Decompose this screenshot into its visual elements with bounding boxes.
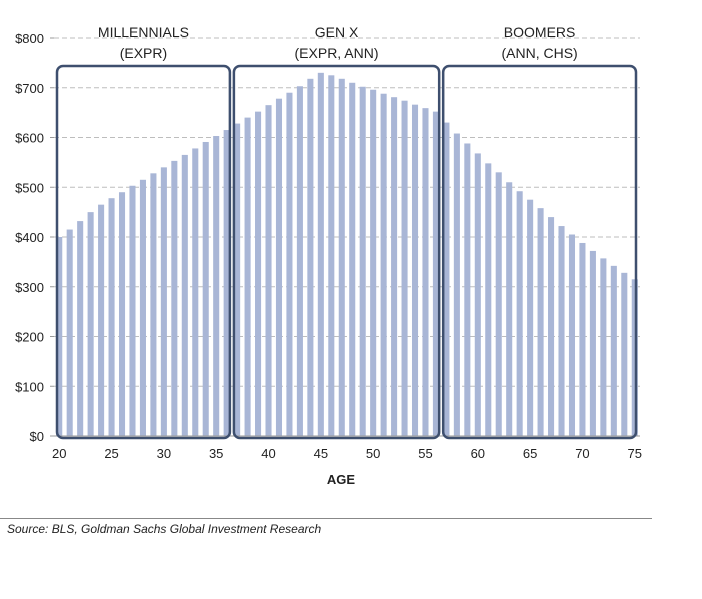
bar bbox=[401, 100, 408, 436]
bar bbox=[129, 185, 136, 436]
bar bbox=[432, 111, 439, 436]
group-box bbox=[441, 64, 638, 440]
bar bbox=[506, 182, 513, 436]
bar bbox=[66, 229, 73, 436]
bar bbox=[338, 78, 345, 437]
x-tick-label: 65 bbox=[523, 446, 537, 461]
bar bbox=[443, 122, 450, 436]
group-name: GEN X bbox=[315, 24, 359, 40]
bar bbox=[600, 258, 607, 436]
bar bbox=[213, 136, 220, 436]
bar bbox=[610, 265, 617, 436]
bar bbox=[317, 72, 324, 436]
y-tick-label: $600 bbox=[15, 131, 44, 146]
bar bbox=[516, 191, 523, 436]
bar bbox=[87, 212, 94, 436]
bar bbox=[139, 179, 146, 436]
x-tick-label: 20 bbox=[52, 446, 66, 461]
bar bbox=[359, 86, 366, 436]
source-divider bbox=[0, 518, 652, 519]
y-tick-label: $800 bbox=[15, 31, 44, 46]
bar bbox=[453, 133, 460, 436]
bar bbox=[286, 92, 293, 436]
bar bbox=[485, 163, 492, 436]
bar bbox=[548, 217, 555, 436]
bar bbox=[422, 108, 429, 437]
y-tick-label: $400 bbox=[15, 230, 44, 245]
y-tick-label: $500 bbox=[15, 180, 44, 195]
y-tick-label: $0 bbox=[30, 429, 44, 444]
bar bbox=[495, 172, 502, 436]
x-tick-label: 50 bbox=[366, 446, 380, 461]
bar bbox=[380, 93, 387, 436]
x-tick-label: 55 bbox=[418, 446, 432, 461]
x-tick-label: 25 bbox=[104, 446, 118, 461]
bar bbox=[255, 111, 262, 436]
x-tick-label: 70 bbox=[575, 446, 589, 461]
x-tick-label: 75 bbox=[628, 446, 642, 461]
bar bbox=[77, 221, 84, 436]
bar bbox=[558, 226, 565, 436]
y-tick-label: $200 bbox=[15, 330, 44, 345]
bar bbox=[464, 143, 471, 436]
bar-series bbox=[56, 72, 638, 437]
bar bbox=[474, 153, 481, 437]
bar bbox=[349, 82, 356, 437]
bar bbox=[328, 75, 335, 436]
bar bbox=[160, 167, 167, 436]
group-box bbox=[232, 64, 441, 440]
bar bbox=[411, 104, 419, 436]
bar bbox=[265, 105, 272, 436]
x-tick-label: 45 bbox=[314, 446, 328, 461]
bar bbox=[150, 173, 157, 436]
group-tickers: (EXPR) bbox=[120, 45, 167, 61]
x-tick-label: 40 bbox=[261, 446, 275, 461]
bar bbox=[307, 78, 314, 437]
bar bbox=[202, 141, 209, 437]
bar bbox=[370, 89, 377, 437]
x-axis-title: AGE bbox=[327, 472, 356, 487]
bar bbox=[579, 242, 586, 436]
group-name: BOOMERS bbox=[504, 24, 576, 40]
bar bbox=[275, 98, 283, 436]
y-tick-label: $300 bbox=[15, 280, 44, 295]
bar bbox=[192, 148, 199, 436]
x-tick-label: 30 bbox=[157, 446, 171, 461]
y-tick-label: $100 bbox=[15, 379, 44, 394]
bar bbox=[223, 130, 230, 436]
bar bbox=[621, 272, 628, 436]
x-tick-label: 35 bbox=[209, 446, 223, 461]
bar bbox=[171, 160, 178, 436]
bar bbox=[108, 198, 115, 436]
group-name: MILLENNIALS bbox=[98, 24, 189, 40]
group-box bbox=[55, 64, 232, 440]
x-tick-label: 60 bbox=[471, 446, 485, 461]
y-axis-ticks: $0 $100 $200 $300 $400 $500 $600 $700 $800 bbox=[15, 31, 54, 444]
bar bbox=[296, 86, 303, 436]
age-spending-chart: $0 $100 $200 $300 $400 $500 $600 $700 $800 20 25 3… bbox=[15, 24, 642, 487]
bar bbox=[244, 117, 251, 436]
generation-groups: MILLENNIALS (EXPR) GEN X (EXPR, ANN) BOOMERS… bbox=[55, 24, 638, 440]
bar bbox=[118, 192, 126, 436]
group-tickers: (EXPR, ANN) bbox=[295, 45, 379, 61]
bar bbox=[181, 154, 188, 436]
y-tick-label: $700 bbox=[15, 81, 44, 96]
bar bbox=[537, 208, 544, 436]
bar bbox=[589, 250, 596, 436]
group-tickers: (ANN, CHS) bbox=[501, 45, 577, 61]
bar bbox=[98, 204, 105, 436]
bar bbox=[56, 237, 63, 436]
bar bbox=[391, 97, 398, 436]
bar bbox=[527, 199, 534, 436]
x-axis-ticks: 20 25 30 35 40 45 50 55 60 65 70 75 bbox=[52, 446, 642, 461]
source-note: Source: BLS, Goldman Sachs Global Invest… bbox=[7, 522, 322, 536]
bar bbox=[568, 234, 576, 436]
bar bbox=[234, 123, 241, 436]
